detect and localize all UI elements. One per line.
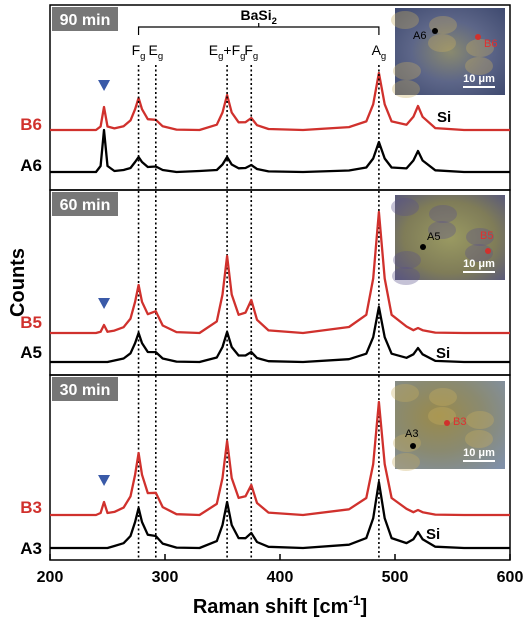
x-tick-label: 400 [267, 569, 294, 586]
inset-point-label: A3 [405, 428, 418, 440]
panel-title: 30 min [60, 382, 111, 399]
text-part: BaSi [241, 7, 272, 23]
peak-label: Fg [132, 42, 146, 62]
bracket [137, 23, 380, 35]
text-part: E [209, 42, 218, 58]
text-part: A [372, 42, 382, 58]
peak-label: Eg [148, 42, 163, 62]
peak-marker [98, 298, 111, 309]
inset-point-label: A5 [427, 231, 440, 243]
x-tick-label: 200 [37, 569, 64, 586]
y-axis-label: Counts [7, 248, 29, 317]
inset-point-label: B3 [453, 416, 466, 428]
inset-point [420, 244, 426, 250]
series-label: A3 [20, 539, 42, 558]
inset-image [395, 381, 505, 469]
spectrum-line [50, 305, 510, 364]
text-script: g [140, 51, 145, 62]
scale-label: 10 μm [463, 447, 495, 459]
inset-point-label: B6 [484, 38, 497, 50]
x-tick-label: 300 [152, 569, 179, 586]
panel-title-box [52, 7, 118, 31]
inset-point-label: B5 [480, 230, 493, 242]
x-tick-label: 600 [497, 569, 524, 586]
annotation: BaSi2 [241, 7, 277, 27]
series-label: B5 [20, 313, 42, 332]
x-tick-label: 500 [382, 569, 409, 586]
series-label: A5 [20, 343, 42, 362]
inset-point-label: A6 [413, 30, 426, 42]
text-script: g [158, 51, 163, 62]
spectrum-line [50, 128, 510, 174]
text-part: ] [361, 596, 368, 618]
inset-point [444, 420, 450, 426]
inset: A5 B5 10 μm [391, 195, 505, 285]
inset-point [432, 28, 438, 34]
text-script: g [218, 51, 223, 62]
peak-marker [98, 475, 111, 486]
inset-point [485, 248, 491, 254]
peak-label: Fg [244, 42, 258, 62]
text-script: 2 [272, 16, 277, 27]
text-part: Raman shift [cm [193, 596, 349, 618]
peak-label: Eg+Fg [209, 42, 246, 62]
x-axis-label: Raman shift [cm-1] [193, 593, 367, 618]
panel: A5 B5 10 μm 60 min B5 A5 Si [20, 189, 511, 376]
inset-point [475, 34, 481, 40]
si-label: Si [437, 109, 451, 126]
si-label: Si [436, 345, 450, 362]
spectrum-line [50, 400, 510, 517]
peak-marker [98, 80, 111, 91]
text-part: E [148, 42, 157, 58]
inset: A6 B6 10 μm [391, 8, 505, 98]
text-part: F [132, 42, 141, 58]
panel-title-box [52, 377, 118, 401]
text-script: g [240, 51, 245, 62]
text-script: -1 [348, 593, 361, 608]
spectrum-line [50, 480, 510, 550]
text-script: g [253, 51, 258, 62]
text-script: g [381, 51, 386, 62]
scale-label: 10 μm [463, 73, 495, 85]
text-part: +F [223, 42, 240, 58]
inset-image [395, 8, 505, 95]
series-label: B6 [20, 115, 42, 134]
scale-label: 10 μm [463, 258, 495, 270]
inset: A3 B3 10 μm [391, 381, 505, 471]
spectrum-line [50, 210, 510, 335]
text-part: F [244, 42, 253, 58]
panel-title: 90 min [60, 12, 111, 29]
series-label: B3 [20, 498, 42, 517]
panel-title: 60 min [60, 197, 111, 214]
spectrum-line [50, 71, 510, 132]
si-label: Si [426, 526, 440, 543]
panel-title-box [52, 192, 118, 216]
series-label: A6 [20, 156, 42, 175]
panel: A3 B3 10 μm 30 min B3 A3 Si [20, 374, 511, 561]
inset-point [410, 443, 416, 449]
inset-image [395, 195, 505, 280]
peak-label: Ag [372, 42, 387, 62]
